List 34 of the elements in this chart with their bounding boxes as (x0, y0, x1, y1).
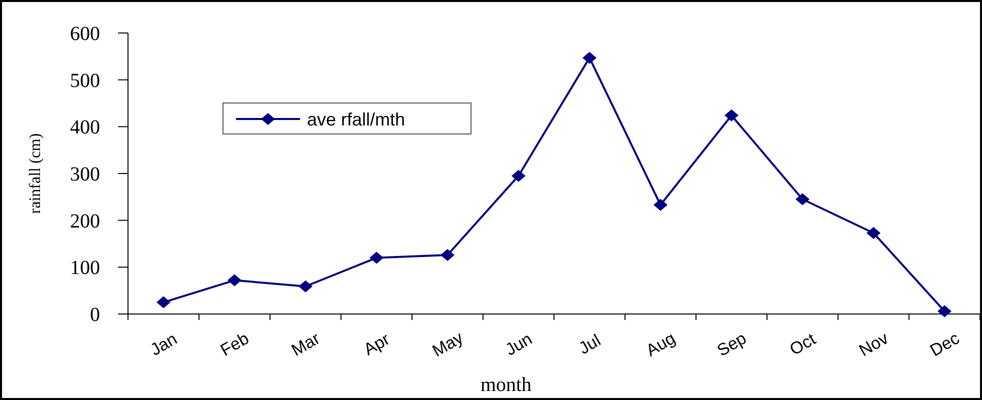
x-tick-label: Apr (360, 329, 394, 360)
x-tick-label: Jul (576, 330, 604, 358)
y-tick-label: 500 (70, 70, 100, 92)
y-tick-label: 300 (70, 164, 100, 186)
point (724, 109, 738, 122)
point (156, 296, 170, 308)
point (654, 198, 668, 211)
y-tick-label: 200 (70, 210, 100, 232)
x-tick-label: Aug (642, 328, 679, 360)
x-tick-label: Jun (502, 329, 536, 360)
point (938, 305, 952, 318)
x-tick-label: Oct (786, 329, 820, 360)
x-tick-label: Feb (217, 328, 252, 360)
legend-label: ave rfall/mth (307, 109, 406, 130)
x-tick-label: May (429, 328, 467, 361)
y-tick-label: 100 (70, 257, 100, 280)
x-tick-label: Jan (147, 329, 180, 360)
point (370, 252, 384, 264)
point (228, 274, 242, 286)
point (298, 280, 312, 292)
y-tick-label: 600 (70, 23, 100, 45)
x-axis-title: month (480, 374, 532, 396)
point (796, 193, 810, 206)
y-tick-label: 0 (90, 304, 100, 326)
point (512, 170, 526, 182)
y-axis-title: rainfall (cm) (27, 133, 44, 214)
y-tick-label: 400 (70, 116, 100, 139)
point (866, 226, 880, 239)
x-tick-label: Dec (926, 328, 963, 360)
x-tick-label: Mar (288, 328, 324, 360)
x-tick-label: Sep (714, 328, 750, 360)
point (582, 52, 596, 64)
point (440, 248, 454, 261)
x-tick-label: Nov (856, 328, 892, 360)
